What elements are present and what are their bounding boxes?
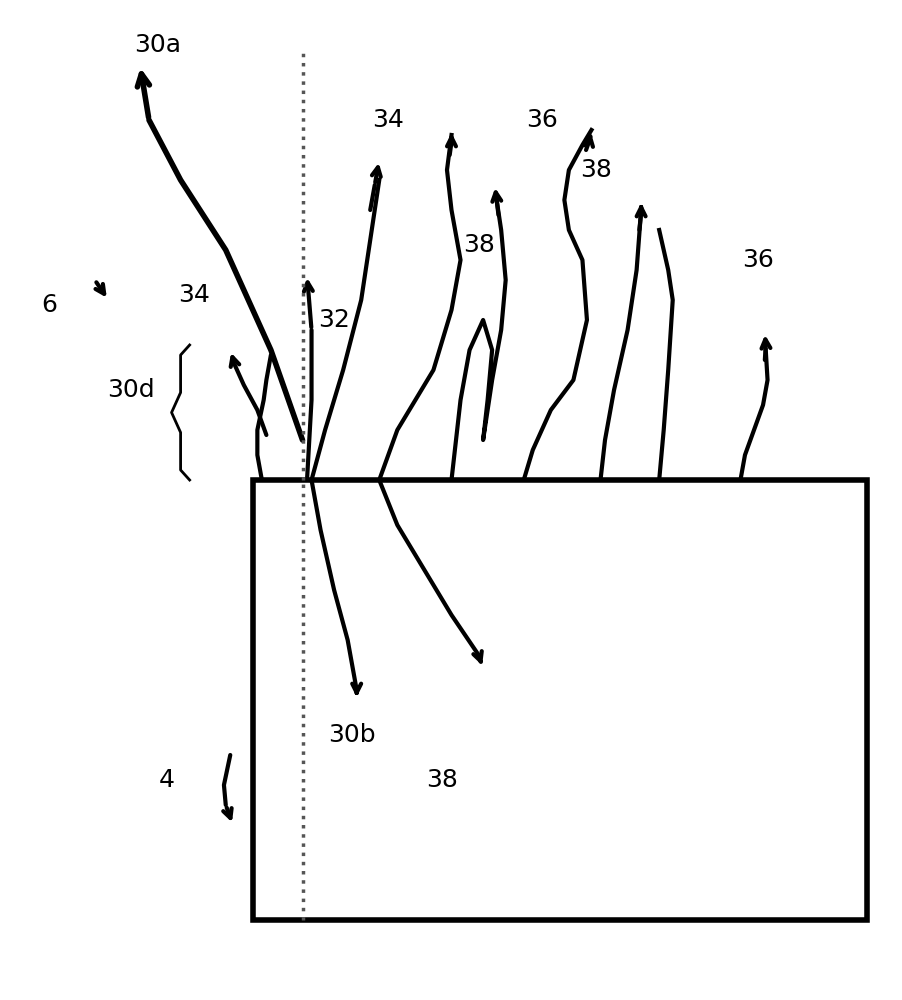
- Text: 6: 6: [41, 293, 58, 317]
- Text: 30b: 30b: [328, 723, 375, 747]
- Text: 38: 38: [462, 233, 494, 257]
- Text: 30a: 30a: [134, 33, 181, 57]
- Text: 38: 38: [579, 158, 612, 182]
- Text: 30d: 30d: [107, 378, 154, 402]
- Text: 4: 4: [159, 768, 175, 792]
- Text: 38: 38: [426, 768, 458, 792]
- Text: 36: 36: [525, 108, 557, 132]
- Bar: [253, 480, 866, 920]
- Text: 34: 34: [372, 108, 404, 132]
- Text: 32: 32: [318, 308, 350, 332]
- Text: 36: 36: [741, 248, 774, 272]
- Text: 34: 34: [178, 283, 210, 307]
